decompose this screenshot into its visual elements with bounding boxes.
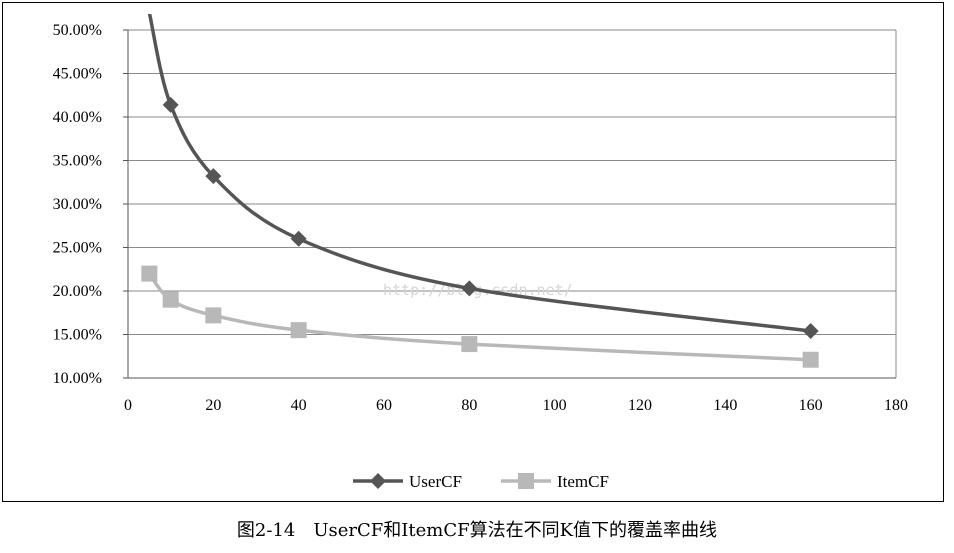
y-tick-label: 20.00% (53, 283, 102, 300)
legend: UserCF ItemCF (353, 472, 609, 491)
data-point-usercf (162, 96, 179, 113)
figure-caption: 图2-14 UserCF和ItemCF算法在不同K值下的覆盖率曲线 (236, 520, 718, 541)
data-point-itemcf (461, 336, 478, 353)
data-point-usercf (802, 323, 819, 340)
y-tick-label: 40.00% (53, 109, 102, 126)
series-lines (141, 14, 819, 368)
x-tick-labels: 0 20 40 60 80 100 120 140 160 180 (124, 397, 908, 414)
x-tick-label: 80 (461, 397, 477, 414)
x-tick-label: 20 (205, 397, 221, 414)
data-point-itemcf (290, 322, 307, 339)
y-tick-label: 45.00% (53, 66, 102, 83)
y-tick-label: 35.00% (53, 153, 102, 170)
data-point-itemcf (162, 291, 179, 308)
data-point-usercf (290, 230, 307, 247)
x-tick-label: 0 (124, 397, 132, 414)
data-point-usercf (461, 280, 478, 297)
coverage-chart: 10.00% 15.00% 20.00% 25.00% 30.00% 35.00% 40.0… (53, 14, 908, 491)
data-point-usercf (205, 168, 222, 185)
y-tick-label: 25.00% (53, 240, 102, 257)
x-tick-label: 60 (376, 397, 392, 414)
legend-label-usercf: UserCF (409, 472, 462, 491)
axes (123, 29, 897, 379)
x-tick-label: 100 (543, 397, 567, 414)
y-tick-label: 50.00% (53, 22, 102, 39)
x-tick-label: 40 (291, 397, 307, 414)
legend-marker-itemcf (518, 473, 534, 489)
y-tick-label: 30.00% (53, 196, 102, 213)
x-tick-label: 120 (628, 397, 652, 414)
data-point-itemcf (141, 265, 158, 282)
y-tick-labels: 10.00% 15.00% 20.00% 25.00% 30.00% 35.00% 40.0… (53, 22, 102, 387)
x-tick-label: 160 (799, 397, 823, 414)
chart-frame: 10.00% 15.00% 20.00% 25.00% 30.00% 35.00% 40.0… (2, 2, 944, 502)
legend-label-itemcf: ItemCF (557, 472, 609, 491)
legend-marker-usercf (370, 473, 386, 489)
x-tick-label: 180 (884, 397, 908, 414)
data-point-itemcf (205, 307, 222, 324)
grid-lines (128, 29, 896, 335)
y-tick-label: 15.00% (53, 327, 102, 344)
y-tick-label: 10.00% (53, 370, 102, 387)
data-point-itemcf (802, 351, 819, 368)
x-tick-label: 140 (713, 397, 737, 414)
